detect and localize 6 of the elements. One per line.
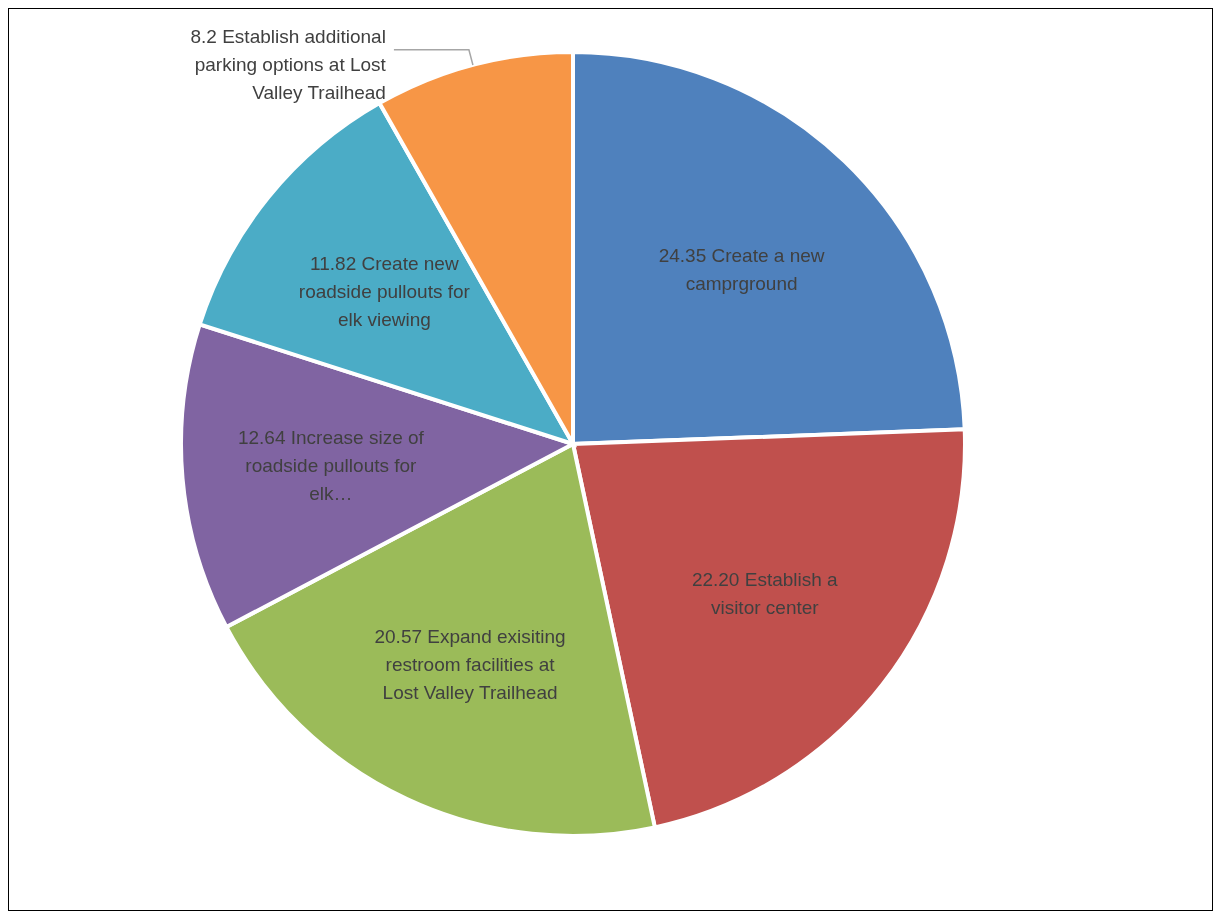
slice-label: 8.2 Establish additional parking options at Lost Valley Trailhead xyxy=(190,25,387,103)
slice-label: 11.82 Create new roadside pullouts for elk viewing xyxy=(298,252,471,330)
slice-label: 24.35 Create a new camprground xyxy=(658,244,825,294)
slice-label: 12.64 Increase size of roadside pullouts for elk… xyxy=(237,426,425,504)
slice-label: 22.20 Establish a visitor center xyxy=(691,568,839,618)
slice-label: 20.57 Expand exisiting restroom facilities at Lost Valley Trailhead xyxy=(374,625,566,703)
